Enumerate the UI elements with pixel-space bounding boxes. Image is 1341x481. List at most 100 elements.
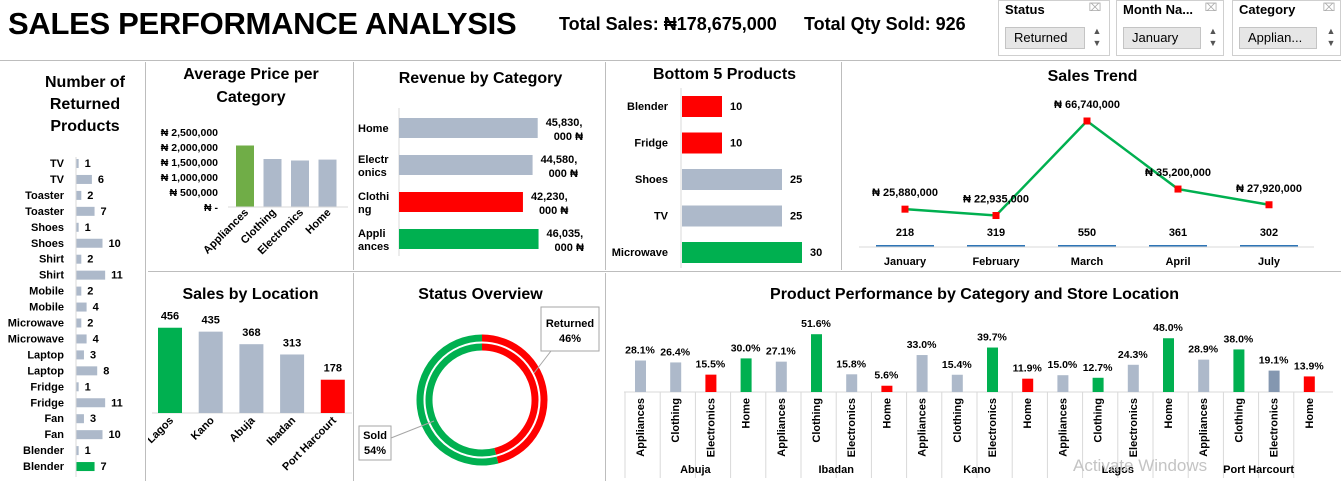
bar-label: Mobile <box>29 302 64 314</box>
column <box>291 160 309 207</box>
sold-pct: 54% <box>364 445 386 457</box>
x-tick-label: July <box>1258 256 1281 268</box>
slicer-item-returned[interactable]: Returned <box>1005 27 1085 49</box>
scroll-arrows-icon[interactable]: ▲ ▼ <box>1092 26 1102 48</box>
category-slicer[interactable]: Category ⌧ Applian... ▲ ▼ <box>1232 0 1341 56</box>
y-tick-label: ₦ 1,000,000 <box>161 172 218 184</box>
status-slicer[interactable]: Status ⌧ Returned ▲ ▼ <box>998 0 1110 56</box>
clear-filter-icon[interactable]: ⌧ <box>1088 2 1102 14</box>
sales-line <box>904 119 1270 217</box>
category-tick-label: Appliances <box>635 398 647 457</box>
row-divider <box>148 271 1341 272</box>
bar <box>76 398 106 408</box>
scroll-arrows-icon[interactable]: ▲ ▼ <box>1208 26 1218 48</box>
bar-label: Appli <box>358 228 386 240</box>
slicer-item-appliances[interactable]: Applian... <box>1239 27 1317 49</box>
data-label: 48.0% <box>1153 322 1183 334</box>
scroll-arrows-icon[interactable]: ▲ ▼ <box>1326 26 1336 48</box>
column <box>1092 377 1104 392</box>
data-label: 42,230, <box>531 191 568 203</box>
bar <box>76 190 82 200</box>
bar <box>76 286 82 296</box>
bar <box>76 159 79 168</box>
column <box>318 159 337 207</box>
slicer-item-january[interactable]: January <box>1123 27 1201 49</box>
sales-trend-chart: ₦ 25,880,000 218 January ₦ 22,935,000 319 Feb… <box>859 99 1314 268</box>
column <box>1303 376 1315 392</box>
column <box>1057 375 1069 392</box>
status-donut-chart: Returned 46% Sold 54% <box>358 306 600 466</box>
column <box>236 145 254 207</box>
bar-label: Shoes <box>31 222 64 234</box>
returned-segment <box>481 343 539 455</box>
sales-marker <box>1174 185 1182 193</box>
returned-label: Returned <box>546 318 594 330</box>
column <box>198 331 223 413</box>
panel-title: Number of Returned Products <box>45 74 125 135</box>
qty-data-label: 319 <box>987 227 1005 239</box>
month-slicer[interactable]: Month Na... ⌧ January ▲ ▼ <box>1116 0 1224 56</box>
data-label: 15.4% <box>942 359 972 371</box>
revenue-chart: Home 45,830, 000 ₦ Electronics 44,580, 000 ₦ C… <box>358 108 584 256</box>
bar-label: Shoes <box>635 174 668 186</box>
panel-title: Revenue by Category <box>398 70 563 87</box>
x-tick-label: Kano <box>189 414 217 442</box>
bar-label: Toaster <box>25 190 65 202</box>
bar-label: Laptop <box>27 365 64 377</box>
bar <box>682 242 802 263</box>
slicer-title: Status <box>1005 2 1045 17</box>
revenue-panel: Revenue by Category Home 45,830, 000 ₦ Elec… <box>356 62 606 270</box>
category-tick-label: Home <box>1163 398 1175 429</box>
data-label: 38.0% <box>1224 333 1254 345</box>
category-tick-label: Appliances <box>1198 398 1210 457</box>
column <box>635 360 646 392</box>
bar <box>682 132 722 154</box>
category-tick-label: Clothing <box>811 398 823 443</box>
data-label: 1 <box>85 381 91 393</box>
data-label: 30 <box>810 247 822 259</box>
qty-bar <box>1149 245 1207 247</box>
column <box>1198 359 1210 392</box>
data-label: 15.0% <box>1048 359 1078 371</box>
bar-label: TV <box>50 158 65 170</box>
bar <box>399 192 523 212</box>
column <box>951 374 963 392</box>
total-qty-kpi: Total Qty Sold: 926 <box>804 14 966 34</box>
slicer-title: Category <box>1239 2 1296 17</box>
returned-pct: 46% <box>559 333 581 345</box>
panel-title: Sales Trend <box>1047 68 1138 85</box>
category-tick-label: Home <box>881 398 893 429</box>
x-tick-label: Lagos <box>148 415 176 446</box>
data-label: 45,830, <box>546 117 583 129</box>
bar <box>399 229 539 249</box>
sales-data-label: ₦ 27,920,000 <box>1236 183 1302 195</box>
x-tick-label: Ibadan <box>265 414 299 448</box>
bar-label: TV <box>654 211 669 223</box>
bar <box>76 446 79 456</box>
data-label: 2 <box>87 286 93 298</box>
sales-data-label: ₦ 35,200,000 <box>1145 167 1211 179</box>
returned-segment <box>481 334 548 464</box>
data-label: 000 ₦ <box>555 242 584 254</box>
data-label: 000 ₦ <box>554 131 583 143</box>
column <box>705 374 717 392</box>
header-divider <box>0 60 1341 61</box>
x-tick-label: January <box>884 256 927 268</box>
clear-filter-icon[interactable]: ⌧ <box>1322 2 1336 14</box>
data-label: 30.0% <box>731 342 761 354</box>
qty-bar <box>967 245 1025 247</box>
x-tick-label: February <box>972 256 1020 268</box>
bar <box>76 334 87 344</box>
column <box>740 358 752 392</box>
bar <box>76 302 87 312</box>
column <box>916 355 928 392</box>
bar <box>76 382 79 392</box>
column <box>811 334 822 392</box>
sales-marker <box>992 212 1000 220</box>
bar <box>76 270 106 280</box>
data-label: 44,580, <box>541 154 578 166</box>
column <box>320 379 345 413</box>
clear-filter-icon[interactable]: ⌧ <box>1204 2 1218 14</box>
column <box>1127 364 1139 392</box>
data-label: 10 <box>109 238 121 250</box>
